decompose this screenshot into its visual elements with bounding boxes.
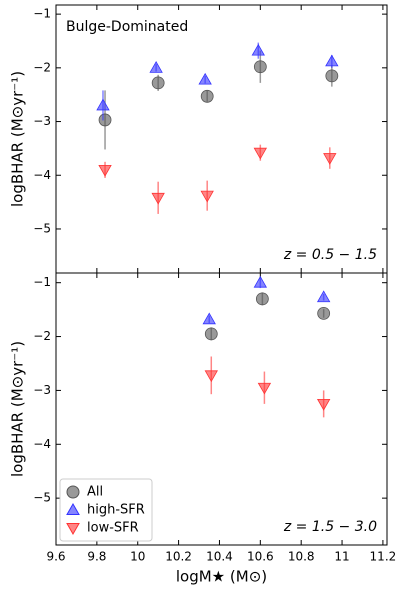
marker	[200, 89, 214, 103]
marker	[98, 113, 112, 127]
y-tick-label: −4	[33, 437, 51, 451]
marker	[98, 164, 112, 177]
legend-label: low-SFR	[87, 521, 139, 536]
y-axis-label: logBHAR (M⊙yr⁻¹)	[9, 341, 27, 477]
y-tick-label: −3	[33, 114, 51, 128]
x-tick-label: 9.8	[87, 550, 106, 564]
legend-marker	[66, 523, 80, 536]
legend-label: All	[87, 485, 103, 500]
legend-marker	[66, 502, 80, 515]
x-tick-label: 11.2	[370, 550, 397, 564]
y-tick-label: −2	[33, 60, 51, 74]
x-tick-label: 10.6	[247, 550, 274, 564]
marker	[149, 61, 163, 73]
marker	[316, 290, 331, 303]
marker	[198, 72, 212, 85]
marker	[253, 147, 268, 160]
marker	[200, 190, 214, 203]
y-tick-label: −1	[33, 7, 51, 21]
panel-title: Bulge-Dominated	[66, 19, 188, 35]
marker	[325, 69, 339, 83]
marker	[204, 327, 218, 341]
marker	[316, 398, 331, 411]
marker	[151, 76, 165, 90]
x-axis-label: logM★ (M⊙)	[176, 568, 267, 586]
legend-box	[59, 478, 153, 542]
redshift-label: z = 0.5 − 1.5	[283, 247, 377, 263]
marker	[202, 312, 216, 325]
marker	[325, 54, 339, 67]
x-tick-label: 10.8	[288, 550, 315, 564]
marker	[204, 370, 218, 383]
marker	[253, 60, 267, 74]
x-tick-label: 10.4	[206, 550, 233, 564]
y-tick-label: −1	[33, 275, 51, 289]
y-tick-label: −5	[33, 221, 51, 235]
marker	[151, 192, 165, 205]
marker	[317, 306, 331, 320]
y-tick-label: −4	[33, 168, 51, 182]
marker	[253, 275, 268, 288]
redshift-label: z = 1.5 − 3.0	[283, 519, 377, 535]
y-axis-label: logBHAR (M⊙yr⁻¹)	[9, 71, 27, 207]
x-tick-label: 10.2	[165, 550, 192, 564]
x-tick-label: 11	[334, 550, 349, 564]
marker	[255, 292, 269, 306]
axes-frame	[55, 272, 388, 546]
x-tick-label: 9.6	[46, 550, 65, 564]
marker	[323, 153, 337, 165]
marker	[257, 382, 272, 395]
legend-label: high-SFR	[87, 503, 145, 518]
marker	[96, 98, 110, 111]
y-tick-label: −3	[33, 383, 51, 397]
marker	[251, 43, 265, 56]
x-tick-label: 10	[130, 550, 145, 564]
legend-marker	[66, 485, 80, 499]
y-tick-label: −5	[33, 491, 51, 505]
y-tick-label: −2	[33, 329, 51, 343]
